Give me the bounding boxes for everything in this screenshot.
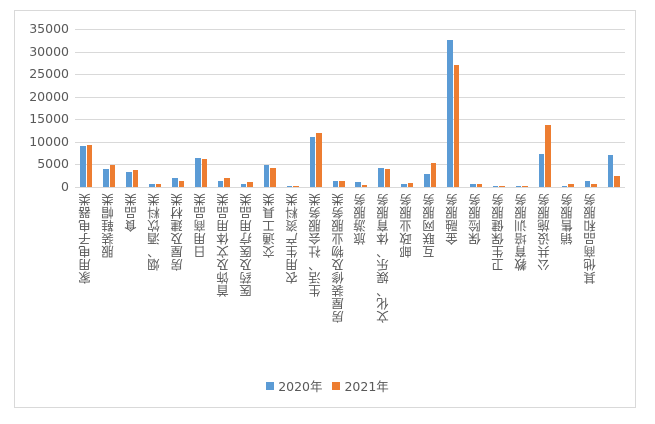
bar-2020[interactable]	[217, 180, 224, 187]
bar-2020[interactable]	[424, 173, 430, 187]
bar-2021[interactable]	[476, 183, 483, 187]
bar-2021[interactable]	[224, 177, 230, 187]
y-tick-label: 35000	[29, 21, 69, 36]
x-tick-label: 农用生产资料类	[284, 193, 300, 284]
bar-2021[interactable]	[247, 182, 253, 187]
y-tick-label: 25000	[29, 66, 69, 81]
x-tick-label: 教育培训服务	[513, 193, 529, 271]
x-tick-label: 房屋装修及物业服务类	[330, 193, 346, 323]
bar-2020[interactable]	[447, 40, 453, 187]
y-tick-label: 0	[61, 179, 69, 194]
x-tick-label: 医药及医疗用品类	[238, 193, 254, 297]
gridline	[75, 119, 625, 120]
bar-2020[interactable]	[561, 186, 568, 187]
legend: 2020年 2021年	[0, 376, 655, 395]
gridline	[75, 74, 625, 75]
y-tick-label: 5000	[37, 156, 69, 171]
x-tick-label: 家用电子电器类	[78, 193, 94, 284]
bar-2020[interactable]	[195, 157, 201, 187]
bar-2021[interactable]	[407, 182, 414, 187]
bar-2020[interactable]	[172, 177, 178, 187]
x-tick-label: 邮政业服务	[399, 193, 415, 258]
chart-frame	[14, 10, 636, 408]
x-tick-label: 保险服务	[468, 193, 484, 245]
bar-2021[interactable]	[384, 168, 391, 187]
bar-2021[interactable]	[155, 183, 162, 187]
y-tick-label: 10000	[29, 134, 69, 149]
gridline	[75, 97, 625, 98]
legend-label-2021: 2021年	[344, 379, 389, 394]
bar-2021[interactable]	[614, 175, 620, 187]
bar-2020[interactable]	[470, 183, 476, 187]
bar-2020[interactable]	[332, 180, 339, 187]
legend-swatch-2021	[332, 381, 341, 390]
bar-2020[interactable]	[355, 182, 361, 187]
bar-2020[interactable]	[103, 168, 109, 187]
bar-2020[interactable]	[149, 183, 155, 187]
bar-2021[interactable]	[86, 144, 93, 187]
y-tick-label: 30000	[29, 44, 69, 59]
x-tick-label: 生活、社会服务类	[307, 193, 323, 297]
bar-2020[interactable]	[378, 167, 384, 187]
bar-2021[interactable]	[545, 125, 551, 187]
bar-2020[interactable]	[80, 146, 86, 187]
x-tick-label: 卫生保健服务	[490, 193, 506, 271]
bar-2020[interactable]	[492, 186, 499, 187]
gridline	[75, 187, 625, 188]
bar-2021[interactable]	[499, 186, 505, 187]
bar-2020[interactable]	[584, 180, 591, 187]
bar-2020[interactable]	[515, 186, 522, 187]
legend-swatch-2020	[266, 381, 275, 390]
gridline	[75, 164, 625, 165]
legend-label-2020: 2020年	[278, 379, 323, 394]
legend-item-2021[interactable]: 2021年	[332, 376, 389, 395]
bar-2021[interactable]	[270, 167, 276, 187]
bar-2020[interactable]	[126, 171, 132, 187]
x-tick-label: 食品类	[124, 193, 140, 232]
x-tick-label: 其他商品和服务	[582, 193, 598, 284]
bar-2021[interactable]	[568, 183, 574, 187]
x-tick-label: 交通工具类	[261, 193, 277, 258]
bar-2021[interactable]	[109, 164, 116, 187]
bar-2020[interactable]	[401, 183, 407, 187]
x-tick-label: 旅游服务	[353, 193, 369, 245]
bar-2021[interactable]	[361, 184, 368, 187]
bar-2021[interactable]	[201, 158, 208, 187]
x-tick-label: 公共设施服务	[536, 193, 552, 271]
bar-2021[interactable]	[178, 180, 185, 187]
bar-2021[interactable]	[339, 180, 345, 187]
x-tick-label: 服装鞋帽类	[101, 193, 117, 258]
bar-2020[interactable]	[240, 183, 247, 187]
y-tick-label: 20000	[29, 89, 69, 104]
x-tick-label: 房屋及建材类	[170, 193, 186, 271]
bar-2021[interactable]	[293, 186, 299, 187]
bar-2021[interactable]	[453, 65, 460, 187]
x-tick-label: 金融服务	[445, 193, 461, 245]
bar-2021[interactable]	[316, 133, 322, 187]
x-tick-label: 首饰及文体用品类	[215, 193, 231, 297]
x-tick-label: 销售服务	[559, 193, 575, 245]
bar-2020[interactable]	[309, 137, 316, 187]
x-tick-label: 互联网服务	[422, 193, 438, 258]
y-tick-label: 15000	[29, 111, 69, 126]
bar-2020[interactable]	[607, 154, 614, 187]
bar-2020[interactable]	[538, 154, 545, 187]
gridline	[75, 52, 625, 53]
bar-2020[interactable]	[263, 164, 270, 187]
bar-2020[interactable]	[286, 186, 293, 187]
x-tick-label: 烟、酒饮料类	[147, 193, 163, 271]
bar-2021[interactable]	[430, 162, 437, 187]
x-tick-label: 日用商品类	[193, 193, 209, 258]
bar-2021[interactable]	[591, 183, 597, 187]
x-tick-label: 文化、娱乐、体育服务	[376, 193, 392, 323]
bar-2021[interactable]	[132, 169, 139, 187]
gridline	[75, 29, 625, 30]
bar-2021[interactable]	[522, 186, 528, 187]
legend-item-2020[interactable]: 2020年	[266, 376, 323, 395]
gridline	[75, 142, 625, 143]
